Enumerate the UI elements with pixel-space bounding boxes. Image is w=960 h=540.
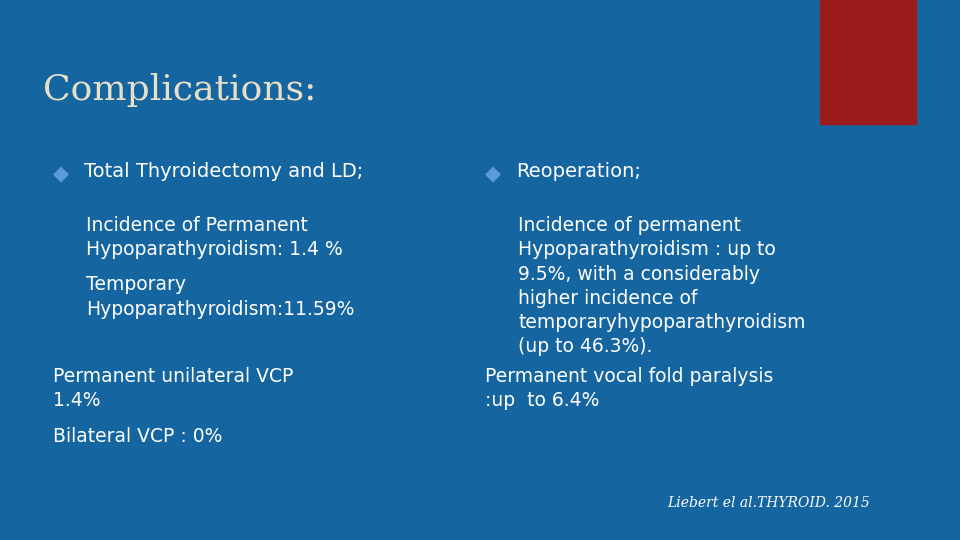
Text: Permanent vocal fold paralysis
:up  to 6.4%: Permanent vocal fold paralysis :up to 6.… <box>485 367 773 410</box>
Bar <box>820 0 916 124</box>
Text: Liebert el al.THYROID. 2015: Liebert el al.THYROID. 2015 <box>667 496 870 510</box>
Text: ◆: ◆ <box>53 165 69 185</box>
Text: Permanent unilateral VCP
1.4%: Permanent unilateral VCP 1.4% <box>53 367 293 410</box>
Text: Complications:: Complications: <box>43 73 317 107</box>
Text: Total Thyroidectomy and LD;: Total Thyroidectomy and LD; <box>84 162 364 181</box>
Text: Bilateral VCP : 0%: Bilateral VCP : 0% <box>53 427 222 446</box>
Text: ◆: ◆ <box>485 165 501 185</box>
Text: Reoperation;: Reoperation; <box>516 162 641 181</box>
Text: Incidence of permanent
Hypoparathyroidism : up to
9.5%, with a considerably
high: Incidence of permanent Hypoparathyroidis… <box>518 216 805 356</box>
Text: Incidence of Permanent
Hypoparathyroidism: 1.4 %: Incidence of Permanent Hypoparathyroidis… <box>86 216 343 259</box>
Text: Temporary
Hypoparathyroidism:11.59%: Temporary Hypoparathyroidism:11.59% <box>86 275 355 319</box>
